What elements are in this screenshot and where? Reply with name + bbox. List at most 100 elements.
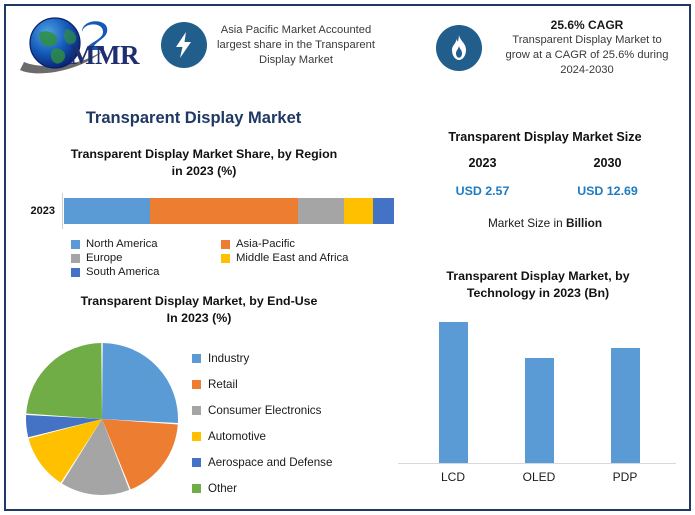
technology-tick-labels: LCD OLED PDP xyxy=(410,470,668,484)
region-share-chart: Transparent Display Market Share, by Reg… xyxy=(14,146,394,278)
badge-asia-pacific: Asia Pacific Market Accounted largest sh… xyxy=(161,22,376,68)
legend-swatch-icon xyxy=(221,239,230,249)
market-size-year-2023: 2023 xyxy=(468,156,497,170)
market-size-title: Transparent Display Market Size xyxy=(448,130,642,144)
technology-bars xyxy=(410,316,668,464)
technology-bar-column xyxy=(582,316,668,464)
region-legend-item: Middle East and Africa xyxy=(221,252,381,264)
market-size-footnote-unit: Billion xyxy=(565,216,603,230)
end-use-legend-item: Industry xyxy=(192,345,382,371)
end-use-title-line2: In 2023 (%) xyxy=(166,311,232,325)
legend-swatch-icon xyxy=(192,405,201,415)
badge-asia-pacific-text: Asia Pacific Market Accounted largest sh… xyxy=(217,23,375,68)
end-use-legend-label: Other xyxy=(208,481,237,495)
end-use-legend-label: Industry xyxy=(208,351,250,365)
end-use-legend-item: Aerospace and Defense xyxy=(192,449,382,475)
legend-swatch-icon xyxy=(192,457,201,467)
technology-tick-label: PDP xyxy=(612,470,638,484)
market-size-year-2030: 2030 xyxy=(593,156,622,170)
pie-slice-3 xyxy=(28,419,102,483)
legend-swatch-icon xyxy=(192,431,201,441)
market-size-footnote: Market Size in Billion xyxy=(401,216,689,230)
region-category-label: 2023 xyxy=(30,205,55,217)
region-legend: North America Asia-Pacific Europe Middle Ea… xyxy=(71,238,381,278)
pie-slice-5 xyxy=(26,343,103,419)
end-use-pie xyxy=(26,343,178,496)
logo-text: MMR xyxy=(70,40,139,70)
market-size-panel: Transparent Display Market Size 2023 USD… xyxy=(401,128,689,230)
badge-line: largest share in the Transparent xyxy=(217,38,375,51)
badge-line: Transparent Display Market to xyxy=(512,34,662,46)
region-chart-title: Transparent Display Market Share, by Reg… xyxy=(14,146,394,180)
end-use-legend-item: Other xyxy=(192,475,382,501)
technology-chart-title: Transparent Display Market, by Technolog… xyxy=(388,268,688,302)
market-size-footnote-prefix: Market Size in xyxy=(487,216,566,230)
legend-swatch-icon xyxy=(71,267,80,277)
header: MMR Asia Pacific Market Accounted larges… xyxy=(6,6,689,94)
region-legend-label: Middle East and Africa xyxy=(236,252,349,264)
logo-swoosh-icon xyxy=(20,50,104,74)
end-use-legend-label: Automotive xyxy=(208,429,266,443)
pie-slice-4 xyxy=(26,414,102,438)
region-legend-item: North America xyxy=(71,238,221,250)
badge-cagr-text: 25.6% CAGR Transparent Display Market to… xyxy=(492,18,682,78)
badge-line: 2024-2030 xyxy=(560,64,614,76)
region-chart-title-line2: in 2023 (%) xyxy=(171,164,237,178)
lightning-bolt-icon xyxy=(161,22,207,68)
region-legend-label: Asia-Pacific xyxy=(236,238,296,250)
region-axis-line xyxy=(62,193,63,229)
technology-title-line2: Technology in 2023 (Bn) xyxy=(466,286,610,300)
badge-cagr: 25.6% CAGR Transparent Display Market to… xyxy=(436,18,686,78)
market-size-value-2030: USD 12.69 xyxy=(577,184,638,198)
technology-bar-column xyxy=(496,316,582,464)
region-segment-2 xyxy=(298,198,345,224)
end-use-chart: Transparent Display Market, by End-Use I… xyxy=(14,293,384,515)
end-use-legend-label: Aerospace and Defense xyxy=(208,455,333,469)
region-chart-title-line1: Transparent Display Market Share, by Reg… xyxy=(70,147,338,161)
technology-bar-pdp xyxy=(610,348,640,464)
region-legend-item: Europe xyxy=(71,252,221,264)
legend-swatch-icon xyxy=(192,353,201,363)
end-use-title-line1: Transparent Display Market, by End-Use xyxy=(80,294,318,308)
region-stacked-bar xyxy=(64,198,394,224)
region-legend-label: Europe xyxy=(86,252,123,264)
end-use-legend: Industry Retail Consumer Electronics Automo… xyxy=(192,345,382,501)
end-use-legend-item: Retail xyxy=(192,371,382,397)
technology-chart: Transparent Display Market, by Technolog… xyxy=(388,268,688,484)
badge-line: grow at a CAGR of 25.6% during xyxy=(505,49,669,61)
logo-swirl-icon xyxy=(82,21,108,50)
legend-swatch-icon xyxy=(192,483,201,493)
pie-slice-0 xyxy=(102,343,178,424)
end-use-chart-title: Transparent Display Market, by End-Use I… xyxy=(14,293,384,327)
region-legend-label: South America xyxy=(86,266,160,278)
end-use-plot-area: Industry Retail Consumer Electronics Automo… xyxy=(14,337,384,515)
technology-axis-line xyxy=(398,463,676,464)
legend-swatch-icon xyxy=(221,253,230,263)
globe-icon xyxy=(29,17,81,69)
end-use-legend-label: Consumer Electronics xyxy=(208,403,322,417)
region-legend-item: South America xyxy=(71,266,221,278)
technology-tick-label: LCD xyxy=(440,470,465,484)
pie-slice-2 xyxy=(61,419,130,496)
market-size-years: 2023 USD 2.57 2030 USD 12.69 xyxy=(401,156,689,198)
badge-line: Asia Pacific Market Accounted xyxy=(220,23,372,36)
legend-swatch-icon xyxy=(71,239,80,249)
region-bar-row: 2023 xyxy=(14,193,394,229)
legend-swatch-icon xyxy=(192,379,201,389)
technology-bar-oled xyxy=(524,358,554,464)
technology-tick-label: OLED xyxy=(522,470,556,484)
end-use-legend-label: Retail xyxy=(208,377,238,391)
region-legend-label: North America xyxy=(86,238,158,250)
market-size-col-2023: 2023 USD 2.57 xyxy=(420,156,545,198)
region-segment-4 xyxy=(372,198,394,224)
region-segment-3 xyxy=(344,198,373,224)
technology-title-line1: Transparent Display Market, by xyxy=(446,269,630,283)
pie-slice-1 xyxy=(102,419,178,490)
page-title: Transparent Display Market xyxy=(85,109,302,127)
technology-bar-lcd xyxy=(438,321,468,464)
infographic-frame: MMR Asia Pacific Market Accounted larges… xyxy=(4,4,691,511)
end-use-legend-item: Consumer Electronics xyxy=(192,397,382,423)
legend-swatch-icon xyxy=(71,253,80,263)
region-segment-0 xyxy=(64,198,150,224)
